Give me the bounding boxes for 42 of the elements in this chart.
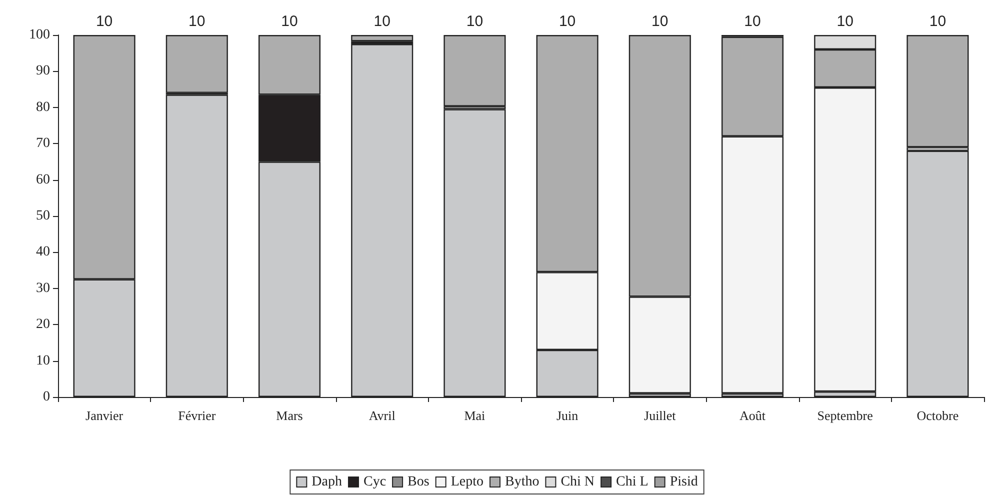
x-tick-label: Mars <box>276 408 303 423</box>
x-tick-label: Juin <box>556 408 579 423</box>
annotation: 10 <box>558 13 576 30</box>
x-tick-label: Juillet <box>644 408 676 423</box>
legend-label: Chi L <box>616 474 648 490</box>
x-tick-label: Janvier <box>86 408 124 423</box>
y-tick-label: 30 <box>36 280 50 296</box>
y-tick-label: 10 <box>36 353 50 368</box>
bar <box>906 35 969 148</box>
y-tick-label: 0 <box>43 390 50 404</box>
legend-label: Pisid <box>670 474 698 490</box>
annotation: 10 <box>96 13 113 30</box>
x-tick-label: Août <box>740 408 766 423</box>
legend-label: Bytho <box>504 474 540 490</box>
y-tick-label: 70 <box>36 136 50 152</box>
legend-label: Bos <box>408 474 430 490</box>
y-tick-label: 40 <box>36 244 50 260</box>
x-tick-label: Mai <box>464 408 486 423</box>
y-tick-label: 100 <box>29 28 50 42</box>
y-tick-label: 50 <box>36 208 50 224</box>
y-tick-label: 60 <box>36 172 50 188</box>
annotation: 10 <box>744 13 761 30</box>
legend-label: Chi N <box>560 474 595 490</box>
annotation: 10 <box>374 13 390 30</box>
legend-label: Cyc <box>363 474 386 490</box>
annotation: 10 <box>281 13 298 30</box>
y-tick-label: 90 <box>36 64 50 79</box>
annotation: 10 <box>188 13 206 30</box>
y-tick-label: 80 <box>36 100 50 115</box>
bar <box>444 35 506 106</box>
legend-label: Daph <box>312 474 342 490</box>
annotation: 10 <box>836 13 854 30</box>
annotation: 10 <box>929 13 946 30</box>
annotation: 10 <box>652 13 668 30</box>
x-tick-label: Février <box>178 408 216 423</box>
x-tick-label: Octobre <box>916 408 959 423</box>
x-tick-label: Septembre <box>817 408 874 423</box>
y-tick-label: 20 <box>36 317 50 332</box>
legend-label: Lepto <box>450 474 484 490</box>
x-tick-label: Avril <box>368 408 396 423</box>
bar <box>351 35 414 42</box>
annotation: 10 <box>466 13 484 30</box>
